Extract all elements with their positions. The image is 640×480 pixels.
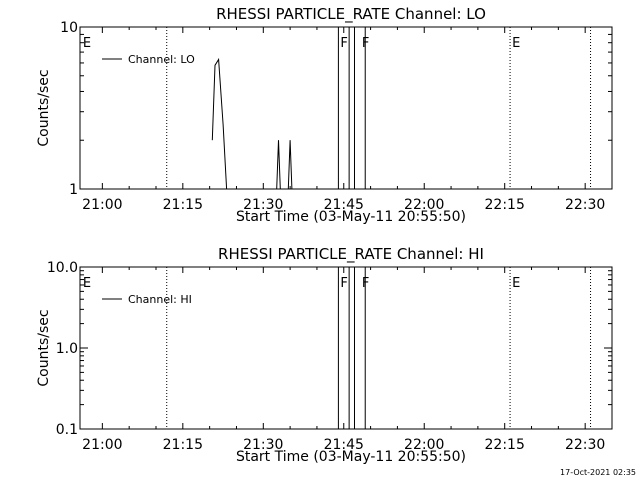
panel2-marker-2: F bbox=[362, 276, 369, 291]
panel1-xlabel: Start Time (03-May-11 20:55:50) bbox=[236, 209, 466, 225]
panel2-xtick-label-0: 21:00 bbox=[82, 437, 122, 453]
footer-timestamp: 17-Oct-2021 02:35 bbox=[560, 468, 636, 477]
panel1-marker-3: E bbox=[512, 36, 520, 51]
panel1-marker-2: F bbox=[362, 36, 369, 51]
panel2-ytick-label-0: 0.1 bbox=[56, 422, 78, 438]
panel1-xtick-label-3: 21:45 bbox=[324, 197, 364, 213]
panel1-ytick-label-0: 1 bbox=[69, 182, 78, 198]
panel2-marker-1: F bbox=[340, 276, 347, 291]
panel1-xtick-label-6: 22:30 bbox=[565, 197, 605, 213]
panel2-xtick-label-5: 22:15 bbox=[485, 437, 525, 453]
panel1-xtick-label-1: 21:15 bbox=[163, 197, 203, 213]
panel1-xtick-label-0: 21:00 bbox=[82, 197, 122, 213]
panel2-xtick-label-1: 21:15 bbox=[163, 437, 203, 453]
panel2-ylabel: Counts/sec bbox=[36, 309, 52, 386]
panel2-xtick-label-2: 21:30 bbox=[243, 437, 283, 453]
panel1-legend-label: Channel: LO bbox=[128, 53, 195, 66]
panel1-xtick-label-2: 21:30 bbox=[243, 197, 283, 213]
panel2-xlabel: Start Time (03-May-11 20:55:50) bbox=[236, 449, 466, 465]
panel2-frame bbox=[79, 266, 613, 430]
panel1-title: RHESSI PARTICLE_RATE Channel: LO bbox=[216, 5, 486, 24]
panel2-xtick-label-4: 22:00 bbox=[404, 437, 444, 453]
panel2-marker-0: E bbox=[83, 276, 91, 291]
panel2-ytick-label-2: 10.0 bbox=[47, 260, 78, 276]
panel2-xtick-label-6: 22:30 bbox=[565, 437, 605, 453]
panel1-marker-0: E bbox=[83, 36, 91, 51]
panel2-ytick-label-1: 1.0 bbox=[56, 341, 78, 357]
panel1-marker-1: F bbox=[340, 36, 347, 51]
panel2-xtick-label-3: 21:45 bbox=[324, 437, 364, 453]
panel1-xtick-label-5: 22:15 bbox=[485, 197, 525, 213]
panel1-frame bbox=[79, 26, 613, 190]
panel1-series-line-0 bbox=[211, 57, 293, 190]
panel2-marker-3: E bbox=[512, 276, 520, 291]
panel2-legend-label: Channel: HI bbox=[128, 293, 192, 306]
panel1-ytick-label-1: 10 bbox=[60, 20, 78, 36]
panel1-ylabel: Counts/sec bbox=[36, 69, 52, 146]
panel2-title: RHESSI PARTICLE_RATE Channel: HI bbox=[218, 245, 484, 264]
panel1-xtick-label-4: 22:00 bbox=[404, 197, 444, 213]
